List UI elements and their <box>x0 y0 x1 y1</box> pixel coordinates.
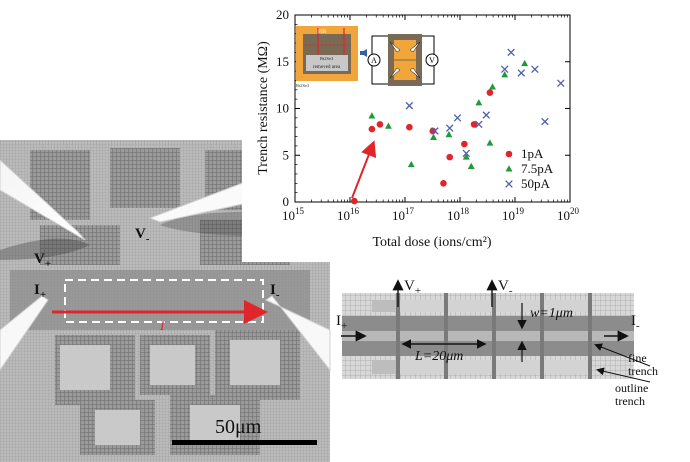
legend-marker-50pA <box>505 180 513 188</box>
point-50pA <box>475 120 483 129</box>
point-7.5pA <box>521 59 529 67</box>
probe-label-v-plus: V+ <box>34 251 51 270</box>
inset-material-label-bottom: Bi2Se3 <box>296 83 310 88</box>
label-fine-trench: fine trench <box>628 351 658 378</box>
point-1pA <box>470 121 478 128</box>
legend-label: 1pA <box>521 146 544 161</box>
trench-bars <box>372 293 592 379</box>
x-tick-label: 1017 <box>392 206 415 223</box>
ammeter-icon <box>367 53 381 67</box>
legend-marker-1pA <box>505 150 513 158</box>
inset-material-label-top: Bi2Se3 <box>320 56 334 61</box>
y-tick-label: 15 <box>276 54 289 69</box>
point-50pA <box>431 127 439 135</box>
point-50pA <box>507 48 515 57</box>
x-tick-label: 1015 <box>282 206 305 223</box>
point-7.5pA <box>407 160 415 168</box>
point-1pA <box>376 121 384 128</box>
point-1pA <box>440 180 447 187</box>
point-1pA <box>486 89 494 96</box>
point-50pA <box>453 114 462 122</box>
point-1pA <box>461 140 468 148</box>
x-tick-label: 1019 <box>502 206 525 223</box>
trend-arrow <box>351 140 377 199</box>
probe-label-i-minus: I- <box>270 282 280 301</box>
point-7.5pA <box>475 99 483 106</box>
x-tick-label: 1020 <box>557 206 580 223</box>
point-50pA <box>445 124 454 132</box>
legend-label: 7.5pA <box>521 161 554 176</box>
point-1pA <box>429 127 437 135</box>
x-axis-ticks: 1015 1016 1017 1018 1019 1020 <box>282 15 580 223</box>
point-7.5pA <box>489 83 496 90</box>
point-7.5pA <box>467 162 475 169</box>
point-50pA <box>531 65 539 73</box>
point-7.5pA <box>462 153 470 160</box>
x-axis-label: Total dose (ions/cm²) <box>372 235 491 250</box>
current-arrow-label: I <box>159 318 165 333</box>
data-points <box>351 48 565 205</box>
point-50pA <box>462 149 471 158</box>
probe-label-i-plus: I+ <box>34 282 46 301</box>
sem-image-right: I+ I- V+ V- w=1μm L=20μm fine trench out… <box>336 278 658 408</box>
label-i-minus: I- <box>631 313 640 332</box>
label-length: L=20μm <box>414 349 463 364</box>
point-1pA <box>406 123 413 131</box>
legend-marker-7.5pA <box>505 165 513 172</box>
point-7.5pA <box>445 130 453 138</box>
point-7.5pA <box>486 139 494 146</box>
y-tick-label: 10 <box>276 101 289 116</box>
point-1pA <box>368 125 376 133</box>
point-50pA <box>500 65 509 73</box>
point-7.5pA <box>368 112 376 119</box>
label-i-plus: I+ <box>336 313 347 332</box>
point-1pA <box>446 153 454 161</box>
point-50pA <box>482 111 491 119</box>
label-v-minus: V- <box>498 278 513 297</box>
point-1pA <box>351 197 358 205</box>
label-width: w=1μm <box>530 306 573 321</box>
x-tick-label: 1018 <box>447 206 470 223</box>
point-50pA <box>557 79 565 88</box>
x-tick-label: 1016 <box>337 206 360 223</box>
y-tick-label: 20 <box>276 7 289 22</box>
y-axis-label: Trench resistance (MΩ) <box>256 41 271 175</box>
label-outline-trench: outline trench <box>615 381 651 408</box>
point-7.5pA <box>501 71 509 78</box>
inset-schematic: FIB removed area Bi2Se3 Bi2Se3 A V <box>296 26 439 88</box>
y-tick-label: 5 <box>283 147 290 162</box>
scale-bar-label: 50μm <box>215 416 262 438</box>
point-50pA <box>541 117 549 126</box>
y-tick-label: 0 <box>283 194 290 209</box>
label-v-plus: V+ <box>404 278 421 297</box>
point-50pA <box>405 101 414 110</box>
svg-text:A: A <box>371 56 377 65</box>
probe-label-v-minus: V- <box>135 226 150 245</box>
point-7.5pA <box>430 133 437 140</box>
point-50pA <box>517 69 526 77</box>
voltmeter-icon <box>425 53 439 67</box>
inset-fib-label: FIB <box>318 29 327 35</box>
point-7.5pA <box>384 122 392 129</box>
measurement-region-box <box>64 279 264 323</box>
y-axis-ticks: 0 5 10 15 20 <box>276 7 570 209</box>
svg-text:V: V <box>429 56 435 65</box>
scale-bar <box>172 440 317 445</box>
inset-region-label: removed area <box>313 65 341 70</box>
legend-label: 50pA <box>521 176 551 191</box>
